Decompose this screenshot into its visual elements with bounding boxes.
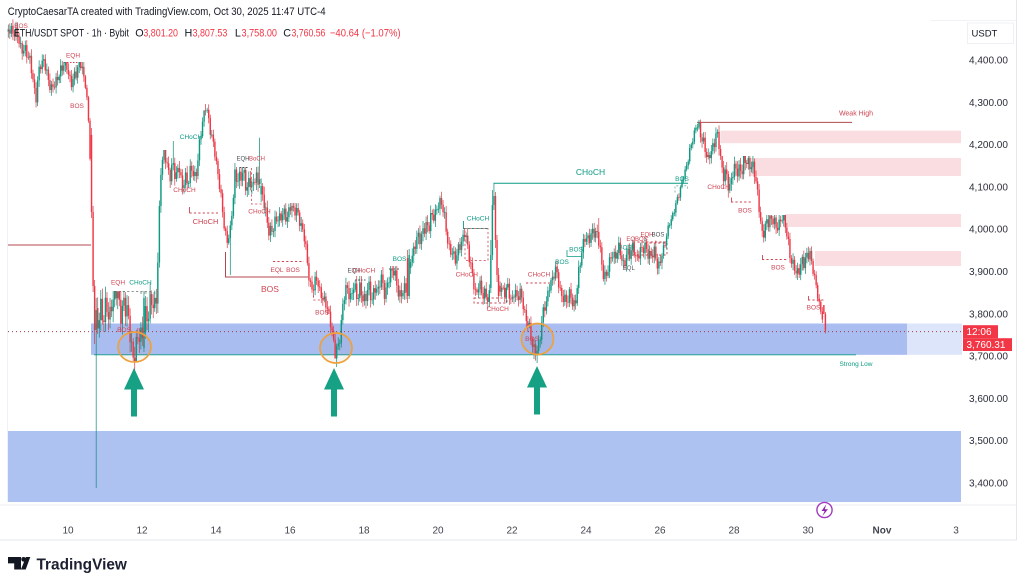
svg-text:Weak High: Weak High (839, 111, 873, 118)
svg-text:CHoCH: CHoCH (486, 306, 509, 313)
svg-text:CryptoCaesarTA created with Tr: CryptoCaesarTA created with TradingView.… (8, 6, 326, 18)
svg-text:EQL: EQL (623, 266, 636, 272)
svg-text:18: 18 (358, 526, 370, 537)
svg-text:3,400.00: 3,400.00 (969, 479, 1008, 490)
svg-text:L: L (235, 28, 241, 40)
svg-text:20: 20 (432, 526, 444, 537)
svg-text:CHoCH: CHoCH (528, 272, 551, 279)
svg-text:BOS: BOS (315, 310, 329, 317)
svg-text:3,600.00: 3,600.00 (969, 394, 1008, 405)
svg-text:3: 3 (953, 526, 959, 537)
svg-text:4,200.00: 4,200.00 (969, 140, 1008, 151)
svg-text:Strong Low: Strong Low (840, 361, 873, 368)
svg-text:CHoCH: CHoCH (193, 217, 219, 226)
svg-text:14: 14 (210, 526, 222, 537)
svg-text:3,801.20: 3,801.20 (143, 28, 178, 40)
svg-text:CHoCH: CHoCH (707, 184, 730, 191)
svg-text:CHoCH: CHoCH (180, 134, 203, 141)
svg-text:O: O (135, 28, 143, 40)
svg-text:4,000.00: 4,000.00 (969, 225, 1008, 236)
svg-text:CHoCH: CHoCH (456, 272, 479, 279)
svg-text:CHoCH: CHoCH (248, 209, 271, 216)
svg-text:BOS: BOS (569, 247, 583, 254)
svg-text:BOS: BOS (525, 336, 539, 343)
svg-text:CHoCH: CHoCH (173, 187, 196, 194)
svg-text:CHoCH: CHoCH (353, 268, 376, 275)
svg-text:BOS: BOS (393, 256, 407, 263)
svg-text:CHoCH: CHoCH (467, 216, 490, 223)
svg-text:BOS: BOS (771, 265, 785, 272)
svg-text:30: 30 (802, 526, 814, 537)
svg-text:3,760.31: 3,760.31 (967, 340, 1006, 351)
svg-text:EQH: EQH (640, 233, 653, 239)
svg-text:BOS: BOS (261, 284, 279, 294)
svg-text:3,800.00: 3,800.00 (969, 309, 1008, 320)
svg-text:EQH: EQH (347, 269, 360, 275)
svg-text:EQH: EQH (111, 280, 125, 287)
svg-text:4,300.00: 4,300.00 (969, 98, 1008, 109)
svg-text:16: 16 (284, 526, 296, 537)
svg-text:Nov: Nov (873, 526, 892, 537)
svg-text:BOS: BOS (675, 176, 689, 183)
svg-text:3,700.00: 3,700.00 (969, 352, 1008, 363)
svg-text:−40.64 (−1.07%): −40.64 (−1.07%) (330, 28, 401, 40)
svg-text:BOS: BOS (738, 208, 752, 215)
svg-text:22: 22 (506, 526, 518, 537)
svg-text:4,400.00: 4,400.00 (969, 56, 1008, 67)
svg-text:3,807.53: 3,807.53 (193, 28, 228, 40)
svg-text:3,758.00: 3,758.00 (242, 28, 278, 40)
svg-text:CHoCH: CHoCH (576, 167, 605, 177)
svg-text:12:06: 12:06 (967, 327, 992, 338)
svg-text:C: C (283, 28, 291, 40)
svg-text:3,760.56: 3,760.56 (292, 28, 326, 40)
svg-text:26: 26 (654, 526, 666, 537)
svg-text:H: H (185, 28, 193, 40)
svg-text:ETH/USDT SPOT · 1h · Bybit: ETH/USDT SPOT · 1h · Bybit (14, 28, 129, 40)
svg-text:BOS: BOS (286, 267, 300, 274)
svg-text:CHoCH: CHoCH (129, 280, 152, 287)
svg-text:12: 12 (136, 526, 148, 537)
svg-text:EQH: EQH (66, 53, 80, 60)
svg-text:BOS: BOS (14, 23, 28, 30)
svg-text:EQH: EQH (236, 157, 249, 163)
svg-text:BoCH: BoCH (249, 157, 265, 163)
svg-text:BOS: BOS (619, 246, 632, 252)
svg-text:EQL: EQL (270, 267, 283, 274)
svg-text:BOS: BOS (117, 327, 131, 334)
svg-text:BOS: BOS (555, 259, 569, 266)
svg-text:3,500.00: 3,500.00 (969, 436, 1008, 447)
svg-text:BOS: BOS (807, 305, 821, 312)
svg-text:4,100.00: 4,100.00 (969, 182, 1008, 193)
svg-text:BOS: BOS (652, 233, 665, 239)
svg-text:28: 28 (728, 526, 740, 537)
svg-text:USDT: USDT (972, 29, 998, 40)
svg-text:EQBOS: EQBOS (626, 237, 647, 243)
svg-text:24: 24 (580, 526, 592, 537)
svg-text:10: 10 (62, 526, 74, 537)
svg-text:3,900.00: 3,900.00 (969, 267, 1008, 278)
svg-text:BOS: BOS (70, 103, 84, 110)
svg-text:TradingView: TradingView (37, 556, 127, 573)
